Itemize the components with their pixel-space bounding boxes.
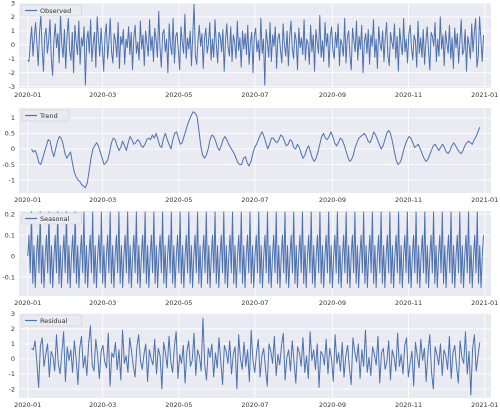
x-tick-label: 2020-09 [319,401,346,409]
legend-frame [21,212,82,225]
panel-seasonal: -0.1 0 0.1 0.2 2020-01 2020-03 2020-05 2020-07 2… [2,210,498,307]
legend-label: Observed [40,7,71,15]
y-tick-label: -0.5 [2,161,15,169]
y-tick-label: 0 [11,355,15,363]
y-tick-label: -1 [9,176,15,184]
x-tick-label: 2020-05 [165,401,192,409]
y-tick-label: 1 [11,340,15,348]
y-tick-label: -0.1 [2,273,15,281]
series-line-residual [31,317,481,396]
y-tick-label: 3 [11,0,15,7]
y-tick-label: 0.1 [5,231,15,239]
y-tick-label: 1 [11,27,15,35]
x-tick-label: 2021-01 [471,91,498,99]
y-tick-label: 0.2 [5,210,15,218]
x-tick-label: 2021-01 [471,196,498,204]
x-tick-label: 2020-07 [241,401,268,409]
legend-label: Residual [40,317,68,325]
legend: Residual [21,314,82,327]
y-tick-label: 0 [11,145,15,153]
x-tick-label: 2020-11 [395,299,422,307]
legend-frame [21,4,82,17]
x-tick-label: 2020-01 [14,299,41,307]
x-tick-label: 2020-11 [395,91,422,99]
x-tick-label: 2020-07 [241,91,268,99]
x-tick-label: 2020-03 [89,91,116,99]
y-tick-label: 1 [11,114,15,122]
x-tick-label: 2021-01 [471,401,498,409]
legend-frame [21,314,82,327]
x-tick-label: 2020-09 [319,91,346,99]
series-line-seasonal [27,211,485,289]
y-tick-label: 2 [11,13,15,21]
x-tick-label: 2021-01 [471,299,498,307]
x-tick-label: 2020-05 [165,91,192,99]
x-tick-label: 2020-03 [89,299,116,307]
legend-label: Seasonal [40,215,70,223]
y-tick-label: -2 [9,69,15,77]
x-tick-label: 2020-01 [14,401,41,409]
y-tick-label: 0 [11,252,15,260]
x-tick-label: 2020-05 [165,299,192,307]
legend-label: Trend [39,112,58,120]
y-tick-label: 2 [11,325,15,333]
series-line-observed [27,3,485,86]
x-tick-label: 2020-11 [395,401,422,409]
x-tick-label: 2020-11 [395,196,422,204]
legend: Trend [21,109,70,122]
legend: Observed [21,4,82,17]
x-tick-label: 2020-09 [319,299,346,307]
y-tick-label: -1 [9,55,15,63]
x-tick-label: 2020-03 [89,401,116,409]
x-tick-label: 2020-07 [241,299,268,307]
series-line-trend [31,111,481,189]
y-tick-label: 3 [11,310,15,318]
y-tick-label: 0 [11,41,15,49]
x-tick-label: 2020-03 [89,196,116,204]
x-tick-label: 2020-01 [14,91,41,99]
panel-residual: -2 -1 0 1 2 3 2020-01 2020-03 2020-05 2020-07 2020… [9,310,499,409]
panel-observed: -3 -2 -1 0 1 2 3 2020-01 2020-03 2020-05 2020-07 20… [9,0,499,99]
x-tick-label: 2020-09 [319,196,346,204]
y-tick-label: -1 [9,370,15,378]
y-tick-label: 0.5 [5,130,15,138]
legend: Seasonal [21,212,82,225]
x-tick-label: 2020-01 [14,196,41,204]
x-tick-label: 2020-05 [165,196,192,204]
y-tick-label: -3 [9,83,15,91]
legend-frame [21,109,70,122]
panel-trend: -1 -0.5 0 0.5 1 2020-01 2020-03 2020-05 2020-07 2… [2,108,498,204]
y-tick-label: -2 [9,385,15,393]
x-tick-label: 2020-07 [241,196,268,204]
